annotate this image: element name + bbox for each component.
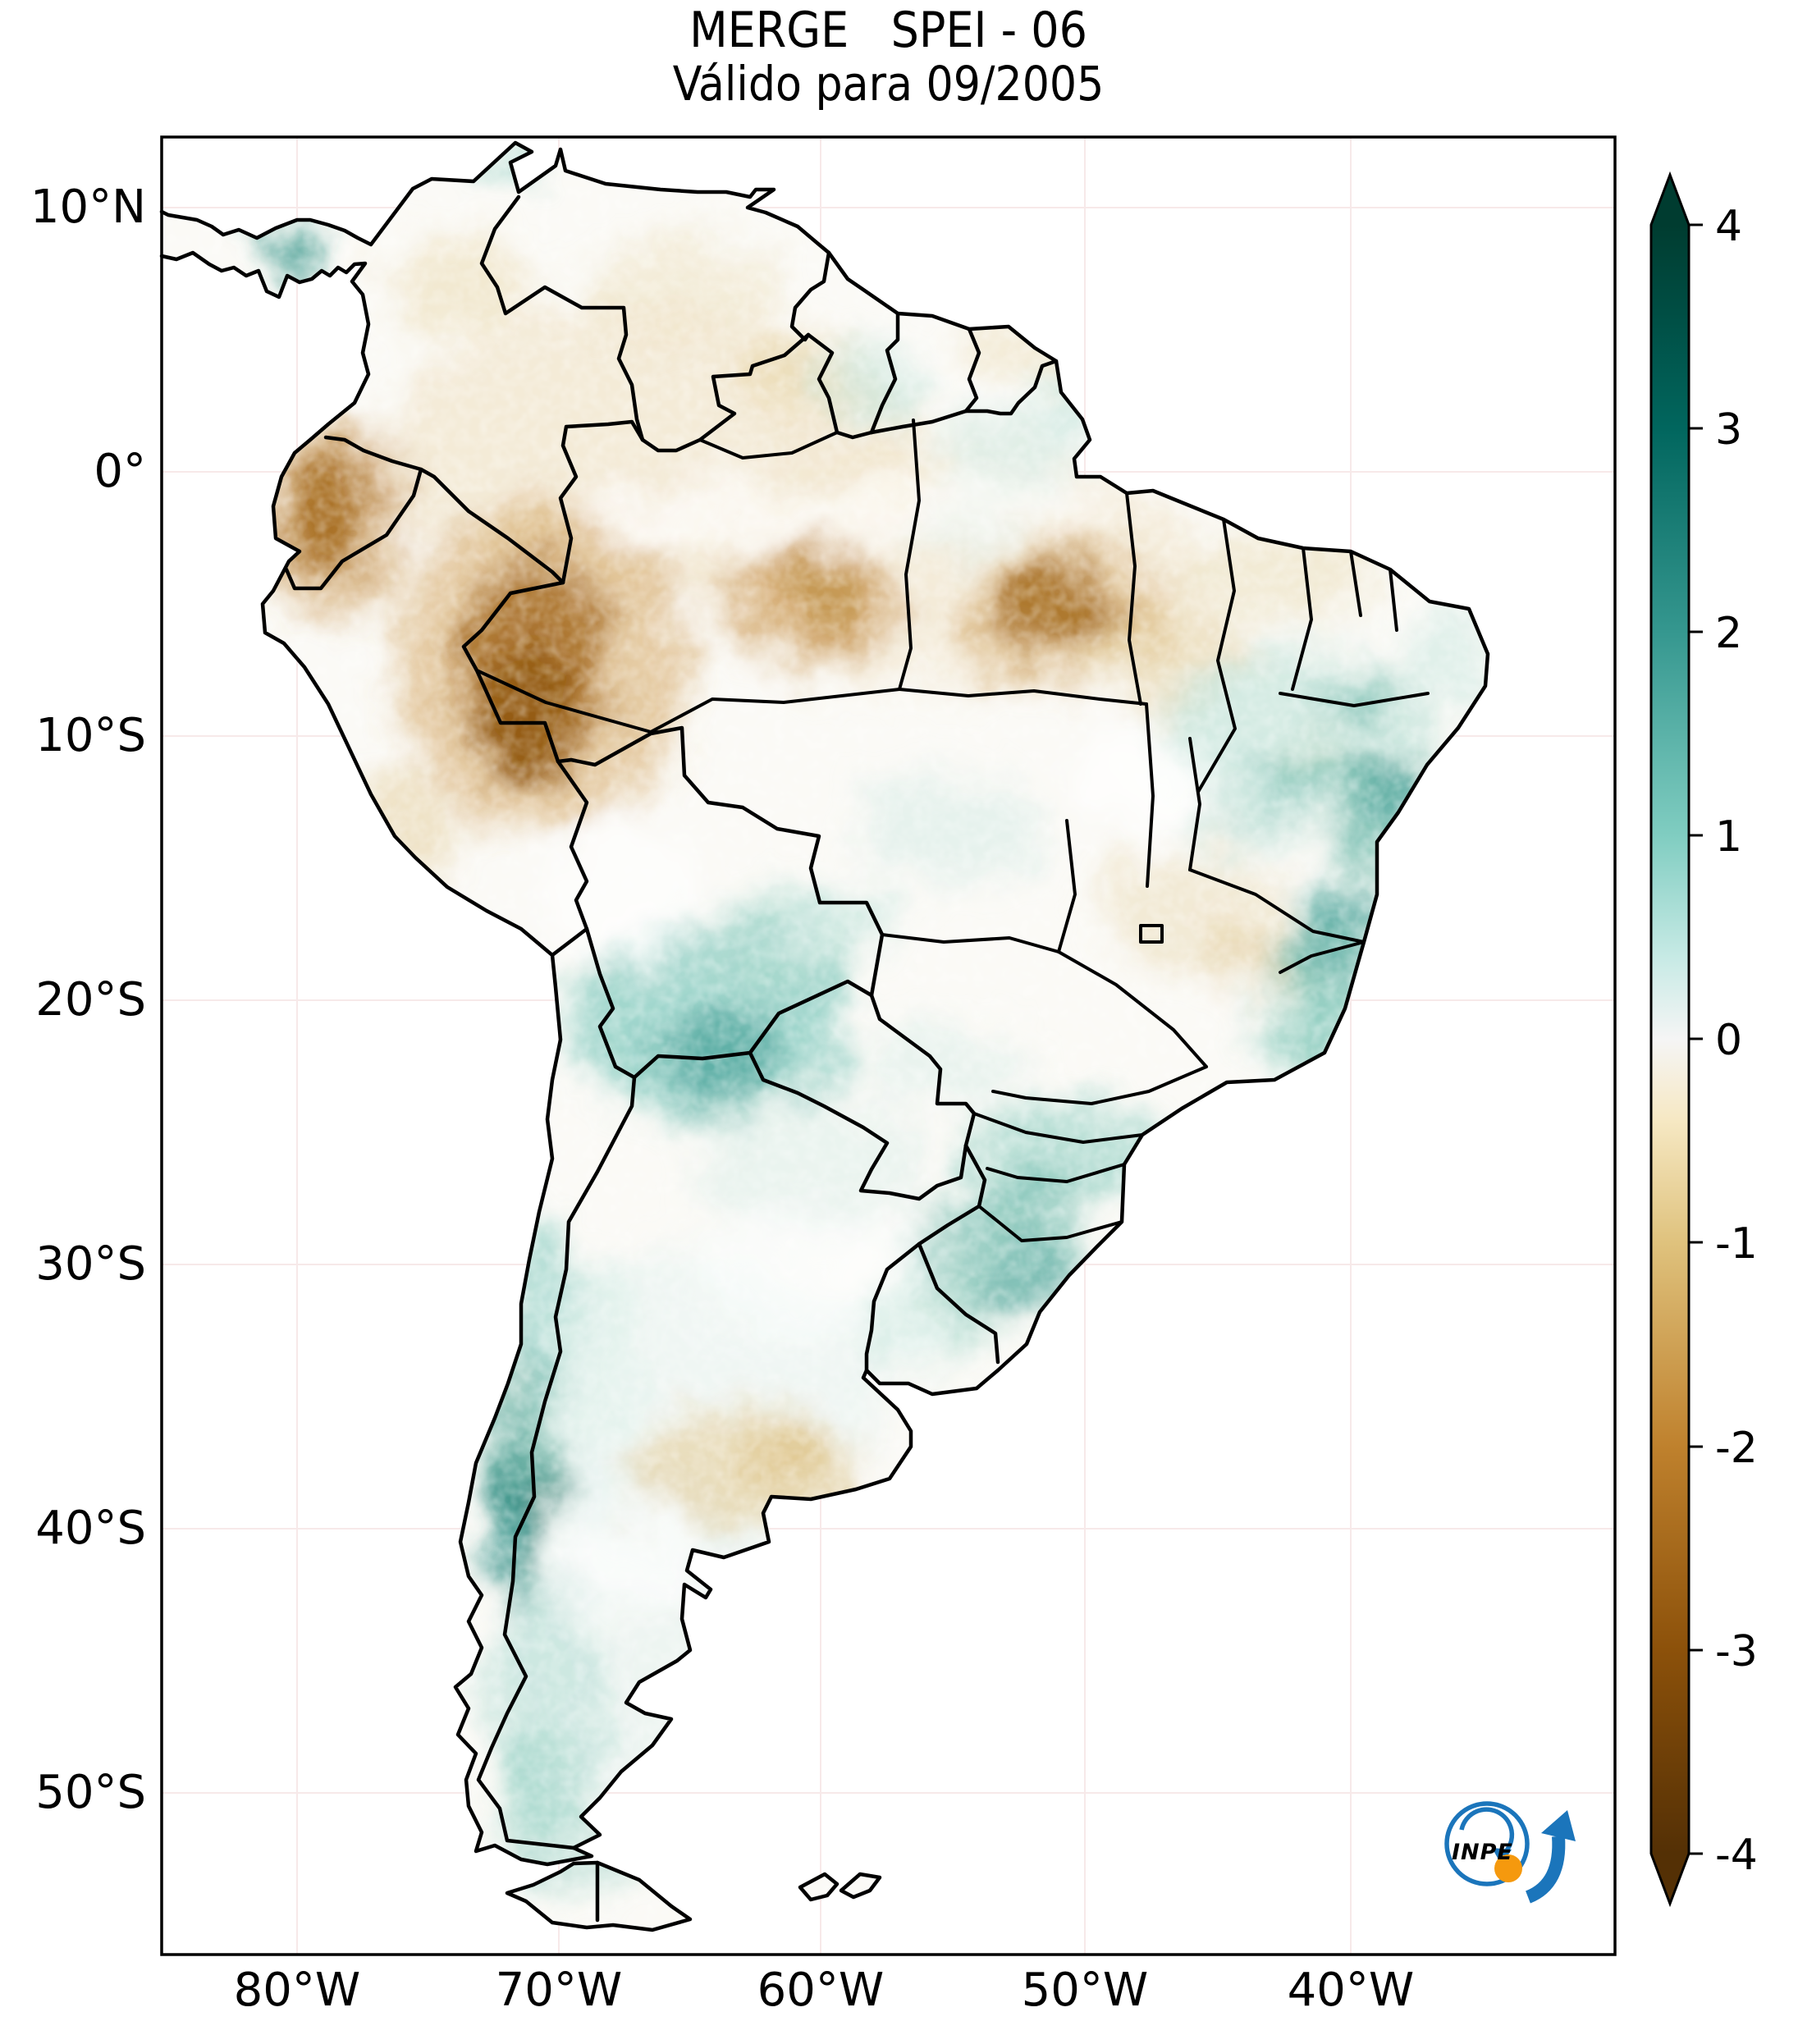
plot-frame bbox=[160, 135, 1617, 1956]
cb-label-m1: -1 bbox=[1715, 1219, 1758, 1269]
cb-label-m4: -4 bbox=[1715, 1831, 1758, 1880]
x-tick-70w: 70°W bbox=[495, 1964, 623, 2017]
cb-label-3: 3 bbox=[1715, 405, 1742, 455]
state-borders bbox=[475, 418, 1430, 1242]
y-tick-30s: 30°S bbox=[35, 1237, 146, 1291]
logo-swirl-inner bbox=[1459, 1807, 1515, 1860]
colorbar-bar bbox=[1649, 171, 1690, 1908]
title-block: MERGE SPEI - 06 Válido para 09/2005 bbox=[162, 3, 1615, 110]
country-borders bbox=[159, 140, 1490, 1932]
y-tick-40s: 40°S bbox=[35, 1502, 146, 1555]
y-tick-50s: 50°S bbox=[35, 1766, 146, 1819]
logo-text: INPE bbox=[1452, 1840, 1513, 1865]
cb-label-0: 0 bbox=[1715, 1016, 1742, 1065]
chart-subtitle: Válido para 09/2005 bbox=[672, 56, 1105, 112]
cb-label-1: 1 bbox=[1715, 812, 1742, 862]
logo-orange-dot bbox=[1494, 1854, 1522, 1882]
chart-title: MERGE SPEI - 06 bbox=[689, 2, 1087, 59]
inpe-logo: INPE bbox=[1444, 1801, 1576, 1904]
cb-label-4: 4 bbox=[1715, 202, 1742, 251]
x-tick-60w: 60°W bbox=[757, 1964, 885, 2017]
y-tick-10n: 10°N bbox=[30, 181, 146, 234]
cb-label-2: 2 bbox=[1715, 609, 1742, 658]
colorbar-labels: 4 3 2 1 0 -1 -2 -3 -4 bbox=[1715, 202, 1758, 1880]
spei-field bbox=[162, 143, 1488, 1930]
logo-swirl-outer bbox=[1444, 1801, 1530, 1886]
y-tick-0: 0° bbox=[94, 445, 146, 498]
x-tick-40w: 40°W bbox=[1287, 1964, 1415, 2017]
colorbar-ticks bbox=[1689, 223, 1703, 1855]
cb-label-m3: -3 bbox=[1715, 1627, 1758, 1676]
y-tick-10s: 10°S bbox=[35, 709, 146, 762]
colorbar: 4 3 2 1 0 -1 -2 -3 -4 bbox=[1649, 171, 1758, 1908]
x-tick-80w: 80°W bbox=[233, 1964, 361, 2017]
x-tick-50w: 50°W bbox=[1021, 1964, 1149, 2017]
cb-label-m2: -2 bbox=[1715, 1424, 1758, 1473]
y-tick-20s: 20°S bbox=[35, 973, 146, 1027]
logo-arrowhead-big bbox=[1541, 1810, 1576, 1841]
logo-arrow-shaft bbox=[1525, 1836, 1566, 1904]
